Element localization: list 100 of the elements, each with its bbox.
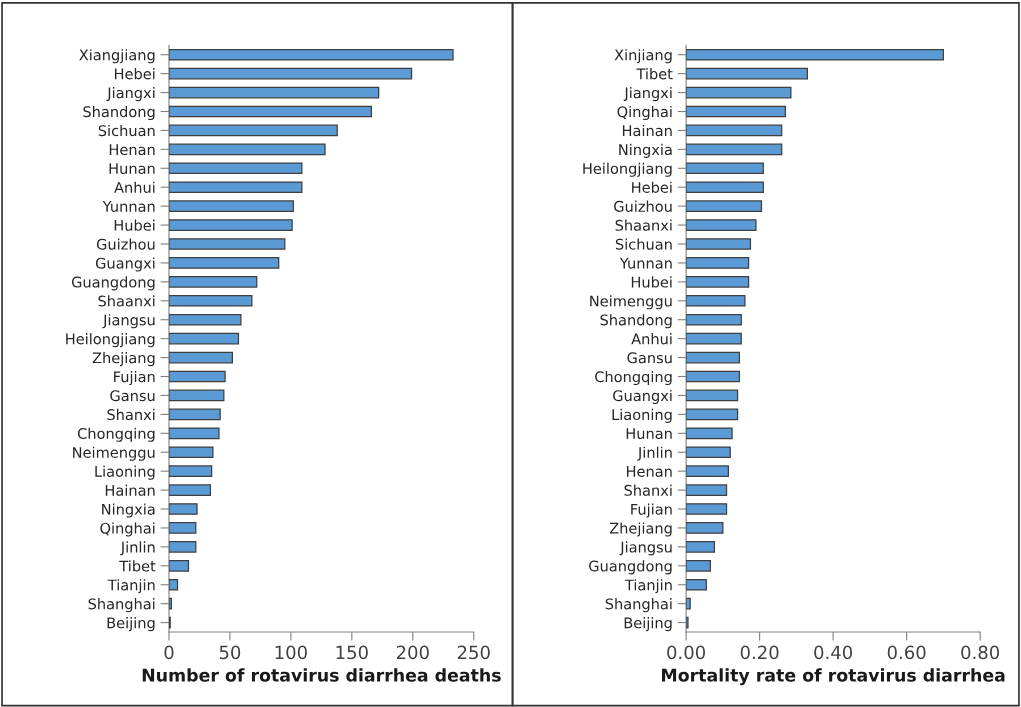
y-tick-label: Tibet <box>636 68 673 80</box>
y-tick-label: Anhui <box>631 333 672 345</box>
y-tick-label: Beijing <box>624 617 672 632</box>
bar <box>686 105 786 118</box>
x-tick-label: 0.40 <box>814 645 853 660</box>
bar <box>168 86 380 99</box>
y-tick-label: Xinjiang <box>614 49 672 64</box>
x-axis-title: Mortality rate of rotavirus diarrhea <box>662 668 1005 686</box>
bar <box>168 389 225 402</box>
y-tick-label: Shanghai <box>88 598 155 613</box>
y-tick-label: Yunnan <box>619 257 672 269</box>
y-tick-label: Jinlin <box>120 541 155 556</box>
bar <box>168 276 258 288</box>
bar <box>686 67 809 80</box>
bar <box>168 522 197 534</box>
x-tick-label: 0.00 <box>667 645 706 660</box>
bar <box>168 332 240 345</box>
y-tick-label: Heilongjiang <box>583 162 672 177</box>
bar <box>686 276 750 288</box>
y-tick-label: Neimenggu <box>590 295 672 310</box>
bar <box>686 389 739 402</box>
y-tick-label: Gansu <box>110 390 155 402</box>
x-tick-label: 100 <box>275 645 307 660</box>
x-tick-label: 200 <box>396 645 429 660</box>
y-tick-label: Hubei <box>114 219 155 231</box>
bar <box>686 408 739 421</box>
bar <box>686 370 741 383</box>
bar <box>686 313 742 326</box>
bar <box>168 200 294 212</box>
y-tick-label: Hubei <box>631 276 672 288</box>
y-tick-label: Ningxia <box>619 143 672 158</box>
bar <box>686 446 731 459</box>
bar <box>168 370 226 383</box>
x-tick-label: 0.20 <box>740 645 779 660</box>
bar <box>686 124 783 137</box>
y-tick-label: Qinghai <box>617 105 672 121</box>
y-tick-label: Shaanxi <box>615 219 672 231</box>
bar <box>168 503 198 515</box>
bar <box>686 257 750 269</box>
y-tick-label: Fujian <box>631 503 672 518</box>
y-tick-label: Hainan <box>105 484 155 496</box>
y-tick-label: Guizhou <box>96 238 155 250</box>
y-tick-label: Henan <box>626 466 672 477</box>
bar <box>168 294 253 307</box>
bar <box>168 597 173 610</box>
y-tick-label: Zhejiang <box>92 352 155 367</box>
bar <box>686 503 728 515</box>
y-tick-label: Shaanxi <box>98 295 155 307</box>
y-tick-label: Guizhou <box>614 200 672 212</box>
bar <box>686 465 730 477</box>
bar <box>168 465 213 477</box>
bar <box>686 219 757 231</box>
y-tick-label: Shanxi <box>107 408 155 421</box>
y-tick-label: Henan <box>109 144 155 156</box>
bar <box>686 294 746 307</box>
y-tick-label: Liaoning <box>612 408 672 423</box>
y-tick-label: Fujian <box>114 370 155 386</box>
y-tick-label: Hunan <box>626 428 672 440</box>
y-tick-label: Guangxi <box>95 257 155 272</box>
y-tick-label: Jiangxi <box>106 87 155 102</box>
x-tick-label: 50 <box>219 645 241 660</box>
bar <box>686 541 716 553</box>
y-tick-label: Guangxi <box>613 389 672 405</box>
bar <box>686 162 764 175</box>
bar <box>686 143 783 156</box>
bar <box>686 578 707 591</box>
y-tick-label: Hunan <box>109 163 155 175</box>
bar <box>168 559 190 572</box>
y-tick-label: Guangdong <box>71 276 155 291</box>
bar <box>686 351 741 364</box>
y-tick-label: Yunnan <box>102 201 155 212</box>
x-tick-label: 0.60 <box>887 645 926 660</box>
y-tick-label: Gansu <box>627 352 672 364</box>
y-tick-label: Anhui <box>114 181 155 193</box>
y-tick-label: Chongqing <box>77 427 155 442</box>
bar <box>168 105 372 118</box>
y-tick-label: Sichuan <box>615 238 672 250</box>
bar <box>686 427 733 440</box>
y-tick-label: Hebei <box>114 68 155 80</box>
bar <box>168 238 286 250</box>
y-tick-label: Chongqing <box>595 370 672 386</box>
y-tick-label: Qinghai <box>100 522 155 537</box>
bar <box>168 143 326 156</box>
bar <box>168 351 233 364</box>
y-tick-label: Shanghai <box>605 598 672 613</box>
bar <box>686 597 691 610</box>
bar <box>686 559 711 572</box>
bar <box>168 427 220 440</box>
y-tick-label: Zhejiang <box>609 522 672 537</box>
y-tick-label: Tianjin <box>107 579 155 594</box>
y-tick-label: Tibet <box>119 560 156 572</box>
bar <box>168 541 197 553</box>
bar <box>168 181 303 194</box>
y-tick-label: Jiangsu <box>102 314 155 329</box>
bar <box>686 86 792 99</box>
y-tick-label: Jiangxi <box>623 87 672 102</box>
y-tick-label: Beijing <box>107 617 155 632</box>
bar <box>168 578 179 591</box>
y-tick-label: Shandong <box>600 314 672 329</box>
y-tick-label: Tianjin <box>624 579 672 594</box>
